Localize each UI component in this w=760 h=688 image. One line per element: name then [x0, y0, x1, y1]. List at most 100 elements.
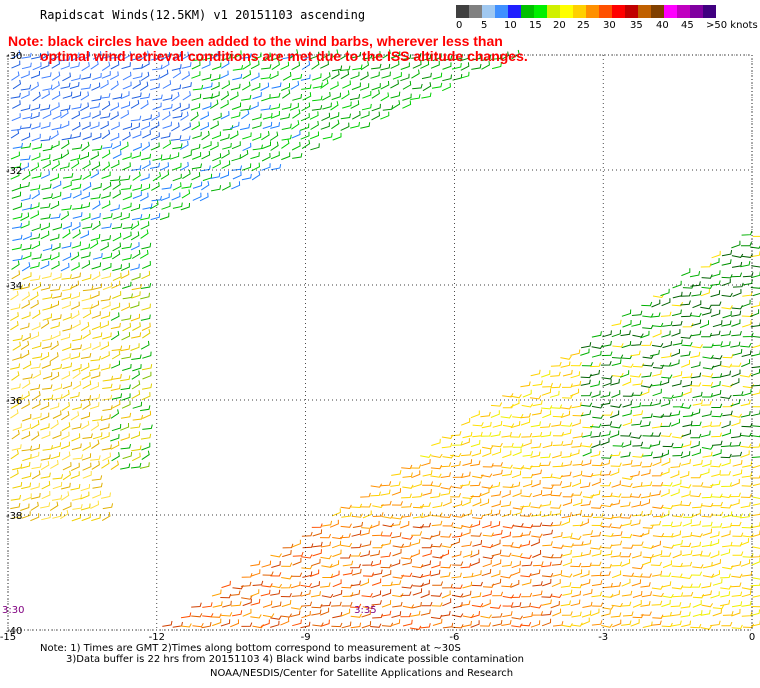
wind-barb: [10, 303, 21, 311]
wind-barb: [480, 411, 491, 418]
wind-barb: [750, 350, 760, 357]
wind-barb: [751, 366, 760, 369]
wind-barb: [82, 309, 92, 319]
wind-barb: [480, 473, 493, 478]
wind-barb: [20, 90, 30, 100]
wind-barb: [412, 480, 422, 488]
wind-barb: [60, 262, 70, 272]
wind-barb: [50, 213, 61, 219]
wind-barb: [471, 592, 482, 599]
wind-barb: [110, 312, 120, 321]
wind-barb: [360, 492, 371, 498]
wind-barb: [621, 482, 633, 488]
wind-barb: [20, 340, 30, 351]
wind-barb: [650, 432, 662, 437]
wind-barb: [122, 51, 132, 60]
wind-barb: [541, 610, 552, 616]
wind-barb: [472, 540, 483, 547]
wind-barb: [70, 280, 80, 289]
wind-barb: [20, 155, 31, 161]
wind-barb: [72, 454, 84, 460]
wind-barb: [111, 423, 122, 432]
wind-barb: [431, 602, 443, 607]
wind-barb: [381, 589, 392, 597]
wind-barb: [281, 139, 290, 149]
wind-barb: [270, 620, 280, 628]
wind-barb: [691, 290, 702, 297]
wind-barb: [541, 473, 553, 479]
wind-barb: [460, 471, 471, 479]
wind-barb: [321, 520, 333, 527]
wind-barb: [142, 329, 151, 339]
wind-barb: [530, 451, 541, 458]
wind-barb: [270, 589, 281, 596]
wind-barb: [362, 561, 374, 566]
wind-barb: [621, 620, 632, 626]
wind-barb: [161, 183, 173, 190]
wind-barb: [370, 520, 380, 529]
wind-barb: [92, 432, 103, 440]
wind-barb: [422, 470, 433, 477]
wind-barb: [430, 614, 443, 620]
wind-barb: [560, 355, 572, 360]
wind-barb: [452, 532, 463, 538]
wind-barb: [131, 291, 141, 299]
wind-barb: [110, 460, 119, 471]
wind-barb: [72, 320, 81, 329]
wind-barb: [20, 503, 30, 511]
wind-barb: [12, 142, 23, 149]
wind-barb: [91, 95, 102, 102]
wind-barb: [350, 603, 362, 609]
wind-barb: [560, 361, 571, 368]
wind-barb: [262, 613, 275, 618]
wind-barb: [501, 531, 512, 539]
wind-barb: [51, 243, 61, 251]
wind-barb: [701, 421, 712, 428]
wind-barb: [572, 552, 583, 558]
wind-barb: [632, 599, 642, 608]
wind-barb: [120, 443, 132, 450]
wind-barb: [621, 440, 632, 448]
wind-barb: [611, 390, 621, 398]
wind-barb: [260, 73, 272, 80]
wind-barb: [750, 609, 760, 617]
wind-barb: [252, 52, 262, 61]
wind-barb: [481, 543, 494, 549]
wind-barb: [119, 175, 131, 181]
wind-barb: [501, 470, 513, 477]
wind-barb: [132, 401, 143, 409]
wind-barb: [701, 373, 714, 378]
wind-barb: [142, 371, 152, 380]
wind-barb: [142, 410, 152, 419]
wind-barb: [411, 52, 422, 59]
wind-barb: [120, 213, 130, 221]
wind-barb: [271, 601, 282, 608]
wind-barb: [409, 625, 422, 630]
wind-barb: [150, 83, 160, 91]
wind-barb: [350, 100, 360, 109]
wind-barb: [620, 501, 631, 508]
wind-barb: [712, 604, 725, 610]
wind-barb: [482, 559, 492, 568]
wind-barb: [600, 481, 612, 487]
wind-barb: [150, 132, 160, 141]
wind-barb: [101, 171, 111, 179]
wind-barb: [610, 590, 620, 598]
wind-barb: [490, 509, 501, 517]
wind-barb: [71, 143, 83, 150]
colorbar-label: 5: [481, 20, 488, 31]
wind-barb: [421, 72, 432, 80]
wind-barb: [470, 492, 482, 498]
wind-barb: [631, 579, 642, 587]
wind-barb: [751, 265, 760, 268]
wind-barb: [20, 349, 30, 359]
wind-barb: [51, 494, 63, 501]
wind-barb: [50, 252, 60, 261]
wind-barb: [471, 581, 483, 587]
wind-barb: [190, 103, 201, 111]
wind-barb: [271, 82, 282, 89]
wind-barb: [521, 561, 533, 567]
wind-barb: [660, 432, 672, 438]
wind-barb: [230, 83, 241, 91]
wind-barb: [542, 484, 554, 490]
